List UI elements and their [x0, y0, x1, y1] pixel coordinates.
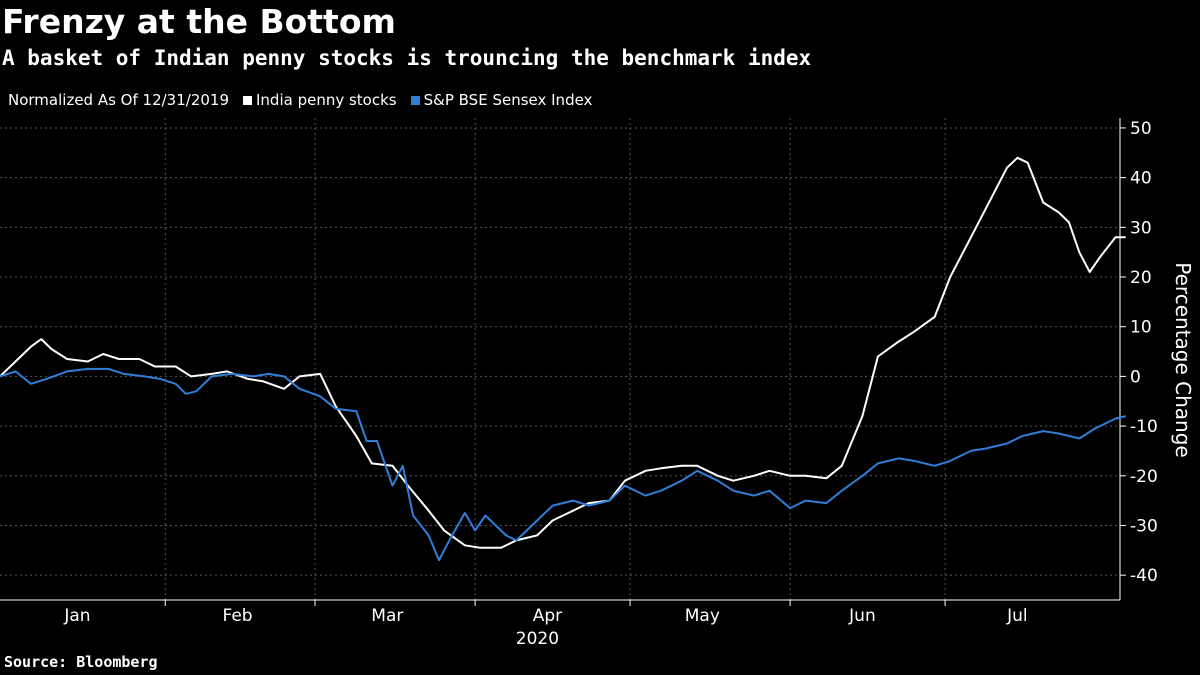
x-tick-label: Jun: [848, 606, 876, 626]
x-tick-label: Mar: [371, 606, 403, 626]
chart-title: Frenzy at the Bottom: [2, 2, 396, 41]
y-tick-label: -20: [1130, 467, 1158, 487]
legend-label-sensex: S&P BSE Sensex Index: [423, 91, 593, 109]
source-note: Source: Bloomberg: [4, 653, 158, 671]
legend-label-penny: India penny stocks: [256, 91, 397, 109]
normalization-note: Normalized As Of 12/31/2019: [8, 91, 229, 109]
y-tick-label: 30: [1130, 218, 1152, 238]
y-tick-label: 20: [1130, 268, 1152, 288]
legend-item-sensex: S&P BSE Sensex Index: [410, 91, 593, 109]
x-tick-label: Jul: [1006, 606, 1028, 626]
y-tick-label: 40: [1130, 169, 1152, 189]
series-lines: [0, 156, 1127, 562]
legend: Normalized As Of 12/31/2019 India penny …: [8, 91, 606, 109]
y-tick-label: -10: [1130, 417, 1158, 437]
year-label: 2020: [516, 629, 559, 649]
axes: [0, 118, 1126, 606]
y-axis-title: Percentage Change: [1171, 262, 1195, 457]
legend-swatch-penny: [243, 95, 252, 105]
grid-lines: [0, 118, 1120, 600]
x-tick-label: Apr: [533, 606, 562, 626]
series-line-sensex: [0, 367, 1127, 562]
y-tick-label: -40: [1130, 566, 1158, 586]
y-tick-label: 10: [1130, 318, 1152, 338]
y-tick-label: 50: [1130, 119, 1152, 139]
y-tick-label: -30: [1130, 516, 1158, 536]
tick-labels: 50 40 30 20 10 0 -10 -20 -30 -40 Jan Feb Mar Apr May Ju…: [63, 119, 1157, 649]
x-tick-label: Feb: [223, 606, 253, 626]
x-tick-label: May: [685, 606, 720, 626]
chart-subtitle: A basket of Indian penny stocks is troun…: [2, 46, 812, 70]
series-line-penny-stocks: [0, 156, 1126, 549]
legend-item-penny: India penny stocks: [243, 91, 397, 109]
y-tick-label: 0: [1130, 367, 1141, 387]
x-tick-label: Jan: [63, 606, 90, 626]
legend-swatch-sensex: [410, 95, 420, 105]
